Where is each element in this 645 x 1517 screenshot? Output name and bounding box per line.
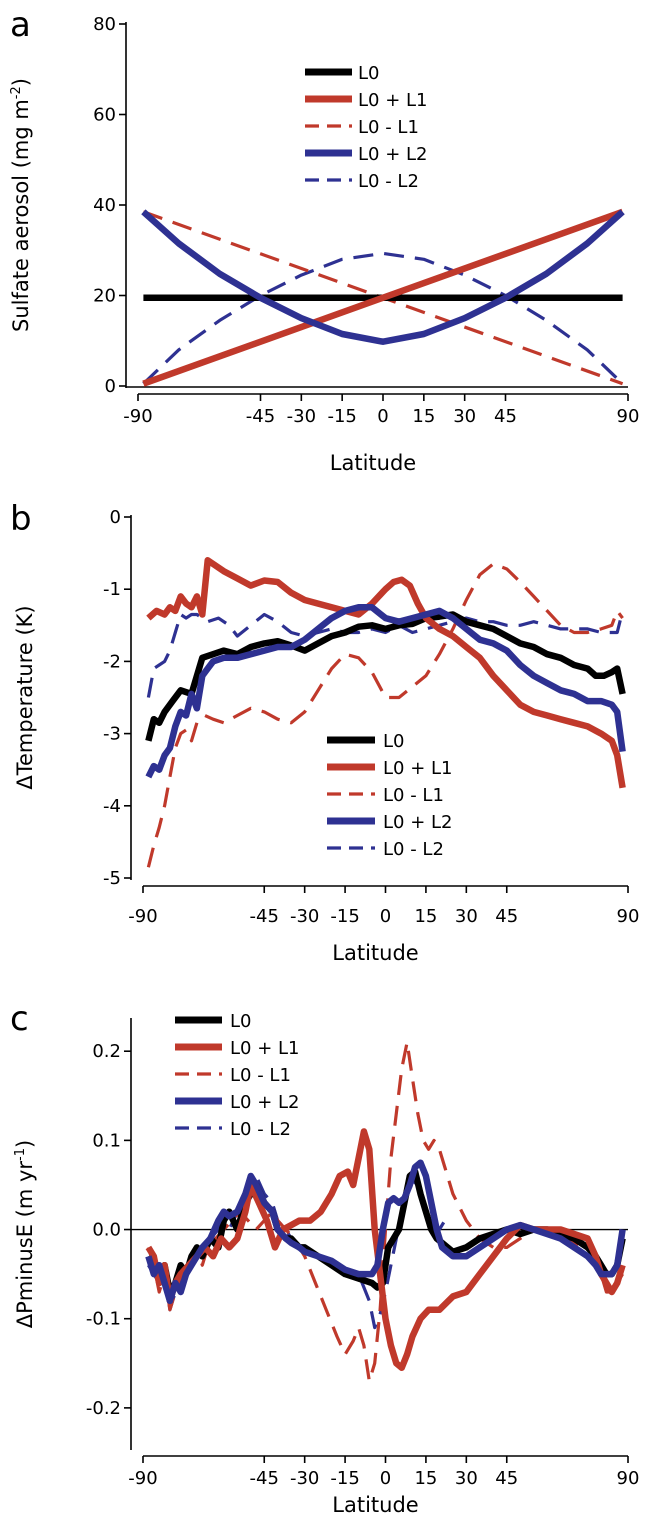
x-tick-label: 15 bbox=[414, 1468, 437, 1489]
panel-letter: c bbox=[10, 999, 29, 1039]
series-line-l0-plus-minus-l2 bbox=[145, 604, 626, 779]
panel-letter: b bbox=[10, 499, 32, 539]
y-tick-label: 0.1 bbox=[92, 1130, 121, 1151]
x-tick-label: 90 bbox=[617, 906, 640, 927]
x-tick-label: -90 bbox=[128, 1468, 157, 1489]
y-tick-label: -1 bbox=[103, 579, 121, 600]
y-tick-label: 0.2 bbox=[92, 1041, 121, 1062]
x-tick-label: 15 bbox=[412, 406, 435, 427]
legend-label: L0 + L2 bbox=[383, 812, 453, 833]
series-line-l0 bbox=[145, 611, 626, 742]
x-tick-label: -45 bbox=[246, 406, 275, 427]
x-tick-label: 45 bbox=[495, 1468, 518, 1489]
legend-label: L0 + L2 bbox=[230, 1092, 300, 1113]
y-tick-label: -0.1 bbox=[86, 1309, 121, 1330]
x-tick-label: 90 bbox=[617, 1468, 640, 1489]
legend: L0 L0 + L1 L0 - L1 L0 + L2 L0 - L2 bbox=[305, 63, 428, 192]
x-tick-label: -15 bbox=[330, 906, 359, 927]
legend-label: L0 + L1 bbox=[383, 758, 453, 779]
series-line-l0-plus-minus-l1 bbox=[146, 557, 626, 789]
legend-label: L0 bbox=[383, 731, 404, 752]
legend: L0 L0 + L1 L0 - L1 L0 + L2 L0 - L2 bbox=[175, 1011, 300, 1140]
panel-c: c -0.2 -0.1 0.0 0.1 0.2 -90 -45 -30 -15 0 15 30 45 90 L… bbox=[10, 999, 639, 1517]
legend-label: L0 - L2 bbox=[383, 839, 444, 860]
y-axis-title: ΔPminusE (m yr-1) bbox=[13, 1140, 37, 1328]
y-tick-label: -3 bbox=[103, 724, 121, 745]
legend-label: L0 bbox=[358, 63, 379, 84]
x-tick-label: 0 bbox=[377, 406, 388, 427]
x-tick-label: 0 bbox=[380, 1468, 391, 1489]
y-axis-title: Sulfate aerosol (mg m-2) bbox=[9, 78, 33, 332]
x-tick-label: 15 bbox=[414, 906, 437, 927]
y-tick-label: 40 bbox=[93, 195, 116, 216]
x-tick-label: -15 bbox=[327, 406, 356, 427]
y-tick-label: 80 bbox=[93, 14, 116, 35]
legend-label: L0 - L2 bbox=[358, 171, 419, 192]
y-tick-label: -0.2 bbox=[86, 1398, 121, 1419]
x-tick-label: -15 bbox=[330, 1468, 359, 1489]
legend-label: L0 + L1 bbox=[230, 1038, 300, 1059]
y-tick-label: -4 bbox=[103, 796, 121, 817]
x-axis-title: Latitude bbox=[330, 451, 416, 475]
y-tick-label: 60 bbox=[93, 105, 116, 126]
series-line-l0-minus-l1 bbox=[146, 1040, 624, 1383]
y-tick-label: -2 bbox=[103, 651, 121, 672]
panel-letter: a bbox=[10, 5, 31, 45]
x-tick-label: 90 bbox=[617, 406, 640, 427]
x-tick-label: 0 bbox=[380, 906, 391, 927]
x-tick-label: -45 bbox=[250, 1468, 279, 1489]
x-tick-label: -45 bbox=[250, 906, 279, 927]
x-tick-label: -30 bbox=[287, 406, 316, 427]
x-tick-label: 45 bbox=[495, 906, 518, 927]
x-axis-title: Latitude bbox=[332, 1493, 418, 1517]
legend-label: L0 - L1 bbox=[230, 1065, 291, 1086]
legend-label: L0 + L2 bbox=[358, 144, 428, 165]
x-tick-label: -30 bbox=[290, 1468, 319, 1489]
panel-a: a 0 20 40 60 80 -90 -45 -30 -15 0 15 30 45 90 Latitude S… bbox=[9, 5, 639, 475]
legend: L0 L0 + L1 L0 - L1 L0 + L2 L0 - L2 bbox=[327, 731, 453, 860]
series-line-l0-minus-l1 bbox=[146, 562, 624, 868]
legend-label: L0 - L2 bbox=[230, 1119, 291, 1140]
series-line-l0-plus-minus-l1 bbox=[142, 208, 624, 387]
y-tick-label: 0 bbox=[110, 507, 121, 528]
y-tick-label: 0 bbox=[105, 376, 116, 397]
series-line-l0-plus-minus-l2 bbox=[145, 1159, 626, 1305]
x-tick-label: -90 bbox=[128, 906, 157, 927]
y-tick-label: 20 bbox=[93, 286, 116, 307]
x-axis-title: Latitude bbox=[332, 941, 418, 965]
x-tick-label: 30 bbox=[455, 906, 478, 927]
x-tick-label: -90 bbox=[123, 406, 152, 427]
x-tick-label: 30 bbox=[453, 406, 476, 427]
legend-label: L0 - L1 bbox=[358, 117, 419, 138]
x-tick-label: 30 bbox=[455, 1468, 478, 1489]
x-tick-label: -30 bbox=[290, 906, 319, 927]
y-tick-label: -5 bbox=[103, 868, 121, 889]
y-tick-label: 0.0 bbox=[92, 1220, 121, 1241]
legend-label: L0 + L1 bbox=[358, 90, 428, 111]
legend-label: L0 - L1 bbox=[383, 785, 444, 806]
legend-label: L0 bbox=[230, 1011, 251, 1032]
series-line-l0-plus-minus-l2 bbox=[141, 209, 625, 345]
x-tick-label: 45 bbox=[494, 406, 517, 427]
panel-b: b -5 -4 -3 -2 -1 0 -90 -45 -30 -15 0 15 30 45 90 Latitud… bbox=[10, 499, 639, 965]
series-line-l0-minus-l2 bbox=[142, 251, 624, 385]
y-axis-title: ΔTemperature (K) bbox=[13, 605, 37, 789]
